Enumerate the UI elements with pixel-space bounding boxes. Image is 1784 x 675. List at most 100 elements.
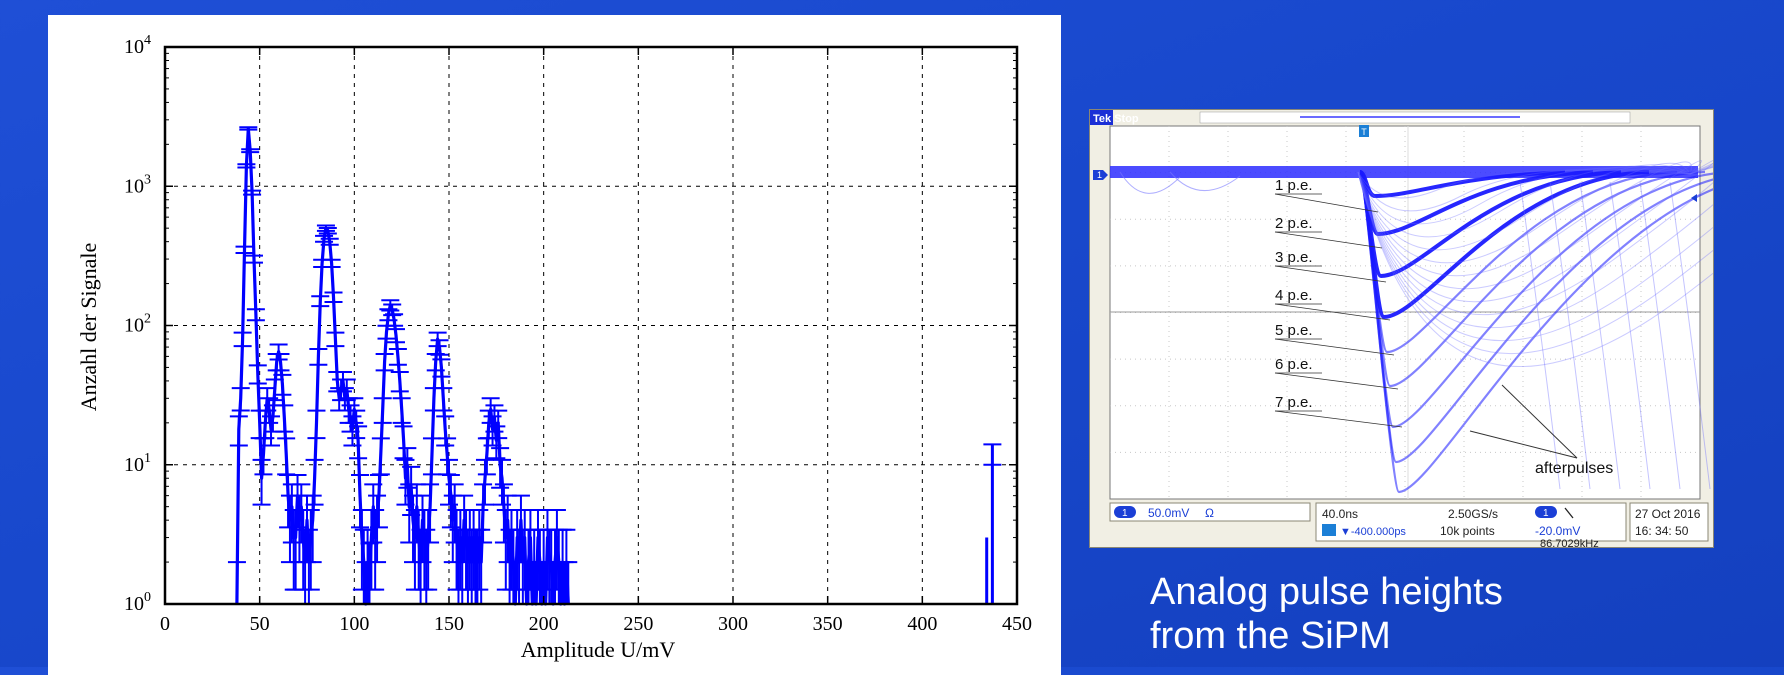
faint-waveform xyxy=(1357,165,1713,341)
axis-ticks: 0 50 100 150 200 250 300 350 400 4501001011021031… xyxy=(124,33,1032,635)
x-tick-label: 450 xyxy=(1002,613,1032,635)
channel-1-marker-text: 1 xyxy=(1097,170,1102,180)
tek-logo xyxy=(1090,110,1113,125)
y-tick-exponent: 0 xyxy=(144,590,151,605)
y-axis-label: Anzahl der Signale xyxy=(76,243,101,412)
afterpulse-pointer-2 xyxy=(1469,430,1578,459)
scope-date: 27 Oct 2016 xyxy=(1635,507,1701,521)
pe-leader xyxy=(1274,372,1399,390)
faint-waveform xyxy=(1357,166,1713,355)
faint-waveform xyxy=(1357,165,1691,238)
y-tick-label: 104 xyxy=(124,33,151,58)
faint-waveform xyxy=(1357,164,1691,251)
timebase-box xyxy=(1315,502,1627,542)
trigger-source-text: 1 xyxy=(1543,508,1549,519)
faint-waveform xyxy=(1357,169,1691,199)
faint-waveform xyxy=(1357,160,1703,290)
pe-label: 4 p.e. xyxy=(1275,287,1313,304)
datetime-box xyxy=(1629,502,1709,542)
afterpulses-label: afterpulses xyxy=(1535,460,1613,477)
x-tick-label: 400 xyxy=(907,613,937,635)
y-tick-label: 103 xyxy=(124,172,151,197)
pe-label: 5 p.e. xyxy=(1275,322,1313,339)
x-tick-label: 200 xyxy=(529,613,559,635)
pe-leader xyxy=(1274,410,1403,428)
afterpulse-pointer-1 xyxy=(1501,384,1578,459)
y-tick-exponent: 1 xyxy=(144,451,151,466)
x-tick-label: 250 xyxy=(623,613,653,635)
faint-waveform xyxy=(1357,167,1691,225)
faint-waveform xyxy=(1357,164,1713,329)
trigger-source-badge xyxy=(1535,506,1557,518)
trigger-level-icon xyxy=(1691,194,1697,202)
afterpulse-trace xyxy=(1579,181,1621,490)
x-tick-label: 0 xyxy=(160,613,170,635)
histogram-chart: 0 50 100 150 200 250 300 350 400 4501001011021031… xyxy=(76,33,1032,662)
faint-waveform xyxy=(1357,162,1713,316)
y-tick-exponent: 2 xyxy=(144,312,151,327)
afterpulse-trace xyxy=(1609,181,1651,490)
trigger-offset: ▼-400.000ps xyxy=(1340,526,1406,538)
caption-line-2: from the SiPM xyxy=(1150,615,1391,657)
afterpulse-trace xyxy=(1639,181,1681,490)
pe-label: 6 p.e. xyxy=(1275,356,1313,373)
x-tick-label: 350 xyxy=(813,613,843,635)
y-tick-label: 102 xyxy=(124,312,151,337)
pe-leader xyxy=(1274,338,1395,356)
faint-waveform xyxy=(1357,162,1691,264)
ch1-scale: 50.0mV xyxy=(1148,506,1189,520)
y-tick-exponent: 4 xyxy=(144,33,151,48)
x-tick-label: 50 xyxy=(250,613,270,635)
x-tick-label: 100 xyxy=(339,613,369,635)
pe-label: 3 p.e. xyxy=(1275,249,1313,266)
oscilloscope-panel: Tek Stop T 1 1 p.e. 2 p.e. 3 p.e. 4 p.e. 5 p… xyxy=(1089,109,1714,548)
pe-labels: 1 p.e. 2 p.e. 3 p.e. 4 p.e. 5 p.e. 6 p.e. 7 p.… xyxy=(1274,177,1403,428)
trigger-frequency: 86.7029kHz xyxy=(1540,538,1599,547)
faint-waveform xyxy=(1357,161,1692,277)
waveform-traces xyxy=(1110,159,1713,494)
x-axis-label: Amplitude U/mV xyxy=(521,637,676,662)
pe-leader xyxy=(1274,303,1391,321)
ch1-badge xyxy=(1114,506,1136,518)
trigger-letter-icon: T xyxy=(1361,127,1367,137)
pe-label: 7 p.e. xyxy=(1275,394,1313,411)
faint-waveform xyxy=(1357,166,1713,368)
grid xyxy=(165,47,1017,604)
falling-edge-icon xyxy=(1564,507,1574,519)
ch1-badge-text: 1 xyxy=(1122,508,1128,519)
afterpulse-trace xyxy=(1519,181,1561,490)
oscilloscope-screen: Tek Stop T 1 1 p.e. 2 p.e. 3 p.e. 4 p.e. 5 p… xyxy=(1090,110,1713,547)
x-tick-label: 150 xyxy=(434,613,464,635)
data-series xyxy=(227,126,1002,606)
y-tick-label: 101 xyxy=(124,451,151,476)
pe-leader xyxy=(1274,231,1383,249)
afterpulse-trace xyxy=(1669,181,1711,490)
pe-waveform xyxy=(1358,170,1713,494)
caption: Analog pulse heights from the SiPM xyxy=(1150,570,1670,658)
trigger-position-marker xyxy=(1359,125,1369,137)
pe-leader xyxy=(1274,265,1387,283)
y-tick-exponent: 3 xyxy=(144,172,151,187)
x-tick-label: 300 xyxy=(718,613,748,635)
histogram-panel: 0 50 100 150 200 250 300 350 400 450 100 101 102 103 1… xyxy=(48,15,1061,675)
record-length: 10k points xyxy=(1440,524,1495,538)
trigger-offset-icon xyxy=(1322,524,1336,536)
pe-label: 1 p.e. xyxy=(1275,177,1313,194)
time-per-div: 40.0ns xyxy=(1322,507,1358,521)
ch1-impedance: Ω xyxy=(1205,506,1214,520)
early-trace xyxy=(1119,171,1181,194)
scope-status: Tek Stop xyxy=(1093,113,1139,125)
faint-waveform xyxy=(1357,159,1713,303)
early-trace xyxy=(1169,171,1241,191)
pe-leader xyxy=(1274,193,1379,213)
afterpulse-trace xyxy=(1549,181,1591,490)
caption-line-1: Analog pulse heights xyxy=(1150,571,1503,613)
ch1-scale-box xyxy=(1109,502,1311,522)
channel-1-marker-icon xyxy=(1093,170,1108,180)
trigger-level: -20.0mV xyxy=(1535,524,1580,538)
sample-rate: 2.50GS/s xyxy=(1448,507,1498,521)
y-tick-label: 100 xyxy=(124,590,151,615)
faint-waveform xyxy=(1357,168,1691,212)
pe-label: 2 p.e. xyxy=(1275,215,1313,232)
scope-time: 16: 34: 50 xyxy=(1635,524,1689,538)
